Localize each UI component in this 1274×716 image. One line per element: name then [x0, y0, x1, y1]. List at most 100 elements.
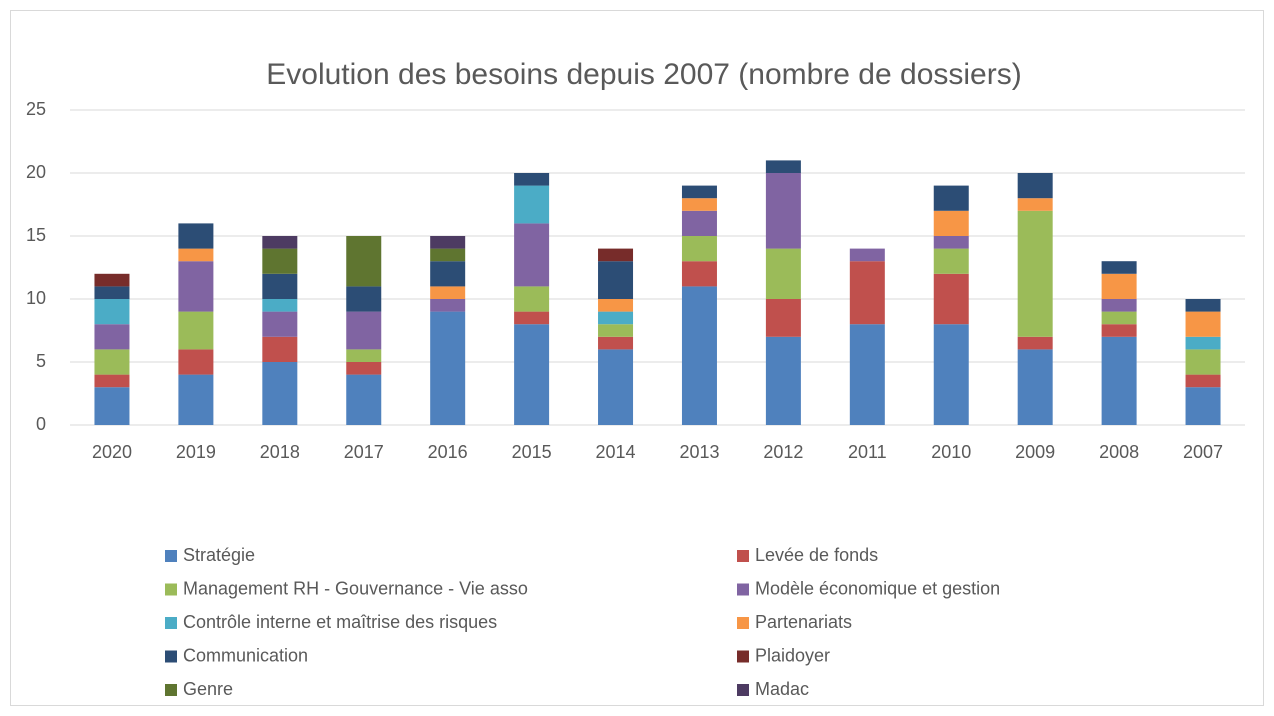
bar-segment [1101, 336, 1137, 425]
bar-segment [765, 336, 801, 425]
bar-segment [514, 223, 550, 287]
bar-segment [514, 311, 550, 325]
legend-swatch [737, 583, 749, 596]
legend-swatch [737, 684, 749, 696]
bar-segment [598, 349, 634, 425]
bar-segment [765, 173, 801, 249]
bar-segment [514, 173, 550, 186]
bar-segment [765, 248, 801, 299]
bar-segment [598, 324, 634, 337]
legend-swatch [165, 684, 177, 696]
bar-segment [262, 362, 298, 425]
bar-segment [1101, 311, 1137, 325]
bar-segment [94, 374, 130, 388]
bar-segment [346, 362, 382, 375]
bar-segment [430, 261, 466, 287]
bar-segment [94, 387, 130, 425]
legend-swatch [737, 550, 749, 562]
y-tick-label: 10 [26, 288, 46, 308]
bar-segment [430, 299, 466, 312]
y-tick-label: 25 [26, 99, 46, 119]
bar-segment [598, 336, 634, 350]
legend-label: Modèle économique et gestion [755, 578, 1000, 598]
bar-segment [1017, 349, 1053, 425]
bar-segment [598, 299, 634, 312]
bar-segment [598, 311, 634, 325]
chart-border [10, 10, 1264, 706]
bar-segment [1017, 210, 1053, 337]
bar-segment [346, 311, 382, 350]
x-tick-label: 2013 [679, 442, 719, 462]
legend-swatch [165, 583, 177, 596]
bar-segment [681, 198, 717, 211]
legend-label: Partenariats [755, 612, 852, 632]
bar-segment [1017, 198, 1053, 211]
legend-swatch [165, 617, 177, 629]
bar-segment [514, 286, 550, 312]
bar-segment [346, 236, 382, 287]
x-tick-label: 2019 [176, 442, 216, 462]
bar-segment [94, 324, 130, 350]
bar-segment [178, 374, 214, 425]
bar-segment [262, 248, 298, 274]
bar-segment [1185, 349, 1221, 375]
chart-title: Evolution des besoins depuis 2007 (nombr… [266, 58, 1021, 91]
bar-segment [346, 374, 382, 425]
legend-swatch [737, 650, 749, 663]
x-tick-label: 2014 [596, 442, 636, 462]
bar-segment [262, 299, 298, 312]
bar-segment [681, 286, 717, 425]
x-tick-label: 2008 [1099, 442, 1139, 462]
bar-segment [178, 311, 214, 350]
x-tick-label: 2009 [1015, 442, 1055, 462]
x-tick-label: 2020 [92, 442, 132, 462]
y-tick-label: 5 [36, 351, 46, 371]
bar-segment [178, 248, 214, 262]
x-tick-label: 2016 [428, 442, 468, 462]
bar-segment [262, 311, 298, 337]
bar-segment [1017, 336, 1053, 350]
bar-segment [94, 349, 130, 375]
legend-label: Genre [183, 679, 233, 699]
bar-segment [849, 261, 885, 325]
bar-segment [849, 248, 885, 262]
bar-segment [514, 185, 550, 224]
bar-segment [94, 299, 130, 325]
bar-segment [346, 349, 382, 362]
x-tick-label: 2010 [931, 442, 971, 462]
bar-segment [262, 236, 298, 249]
x-tick-label: 2011 [848, 442, 887, 462]
bar-segment [765, 299, 801, 337]
x-tick-label: 2007 [1183, 442, 1223, 462]
bar-segment [849, 324, 885, 425]
bar-segment [178, 223, 214, 249]
bar-segment [681, 210, 717, 236]
bar-segment [514, 324, 550, 425]
bar-segment [430, 311, 466, 425]
bar-segment [178, 261, 214, 312]
bar-segment [598, 261, 634, 299]
bar-segment [346, 286, 382, 312]
bar-segment [933, 185, 969, 211]
bar-segment [933, 236, 969, 249]
bar-segment [262, 336, 298, 362]
bar-segment [1101, 261, 1137, 274]
bar-segment [1185, 299, 1221, 312]
bar-segment [598, 248, 634, 262]
bar-segment [1185, 311, 1221, 337]
y-tick-label: 15 [26, 225, 46, 245]
bar-segment [681, 236, 717, 262]
bar-segment [94, 273, 130, 287]
bar-segment [1017, 173, 1053, 199]
bar-segment [933, 324, 969, 425]
bar-segment [430, 236, 466, 249]
legend-label: Management RH - Gouvernance - Vie asso [183, 578, 528, 598]
bar-segment [765, 160, 801, 173]
y-tick-label: 20 [26, 162, 46, 182]
y-tick-label: 0 [36, 414, 46, 434]
bar-segment [1101, 324, 1137, 337]
legend-label: Plaidoyer [755, 645, 830, 665]
bar-segment [933, 273, 969, 325]
legend-swatch [165, 650, 177, 663]
